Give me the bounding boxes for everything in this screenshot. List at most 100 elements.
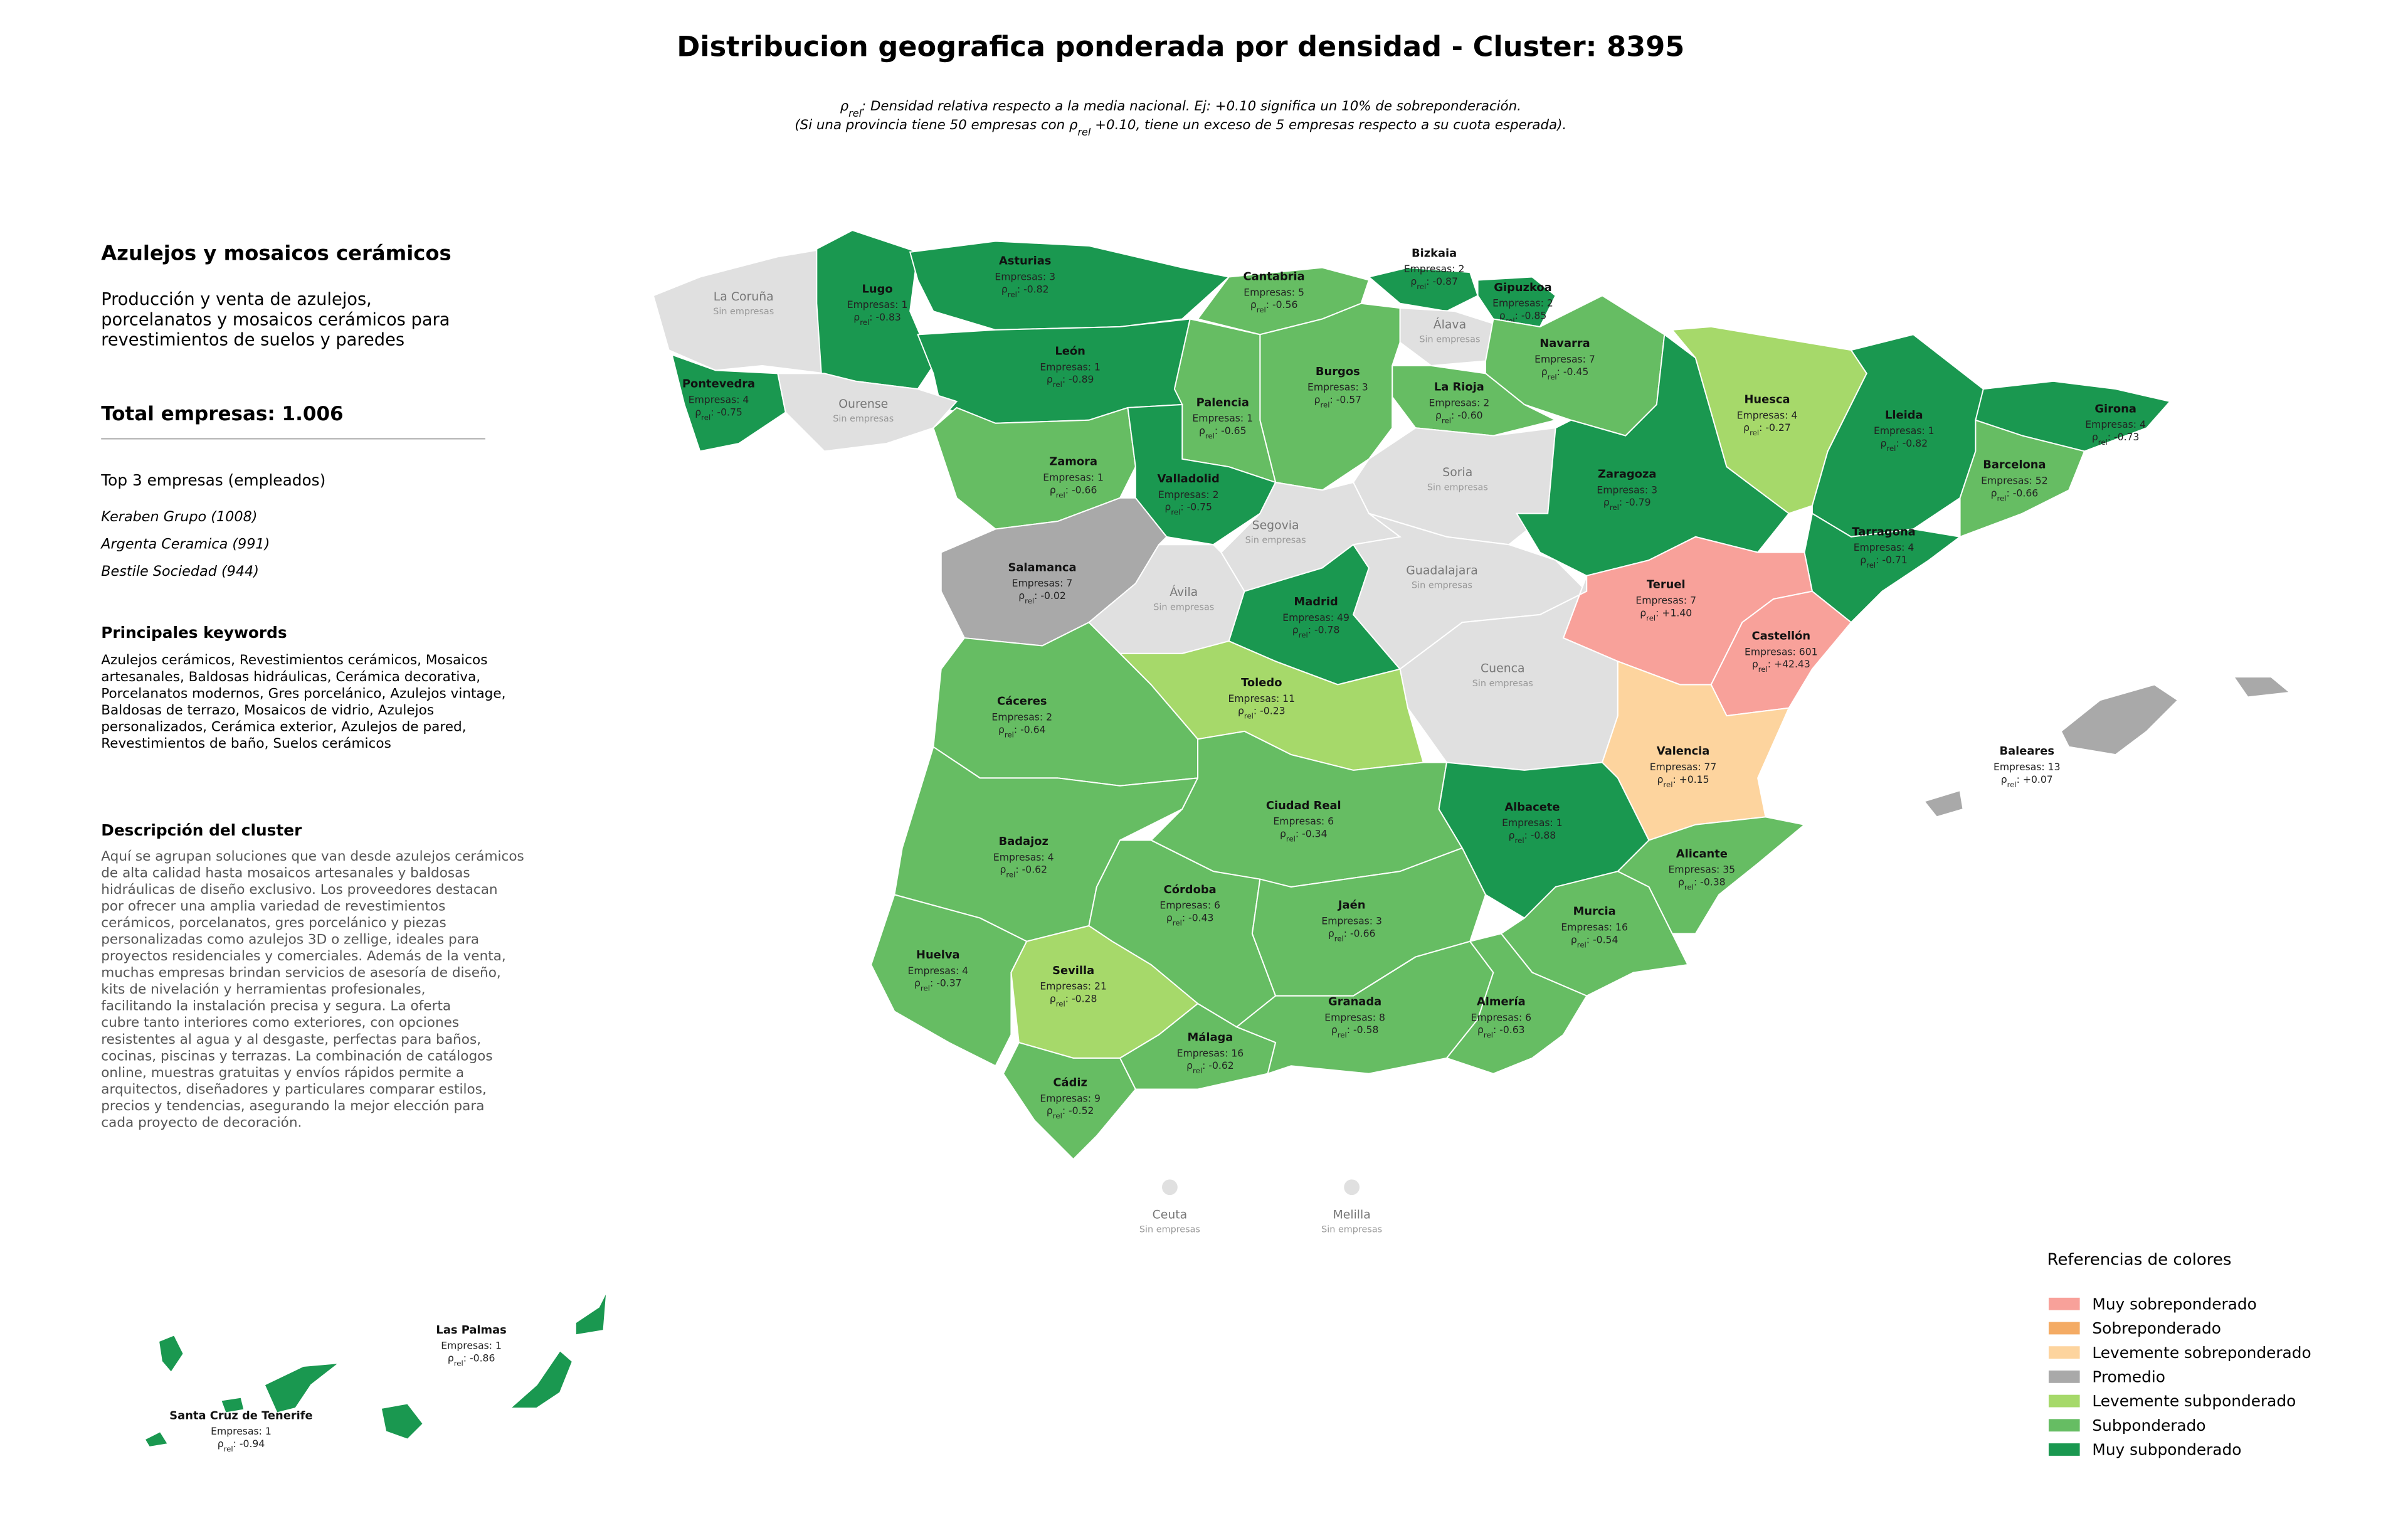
province-rho: ρrel: -0.37: [914, 978, 962, 993]
province-name: Málaga: [1188, 1031, 1233, 1044]
text-segment: : Densidad relativa respecto a la media …: [862, 98, 1521, 114]
province-rho: ρrel: -0.75: [695, 406, 742, 422]
description-line: proyectos residenciales y comerciales. A…: [101, 948, 506, 964]
province-count: Empresas: 3: [1307, 382, 1368, 393]
rho-value: -0.54: [1593, 934, 1618, 945]
province-count: Empresas: 3: [995, 272, 1055, 283]
text-segment: ρ: [1166, 913, 1173, 924]
count-value: 52: [2036, 475, 2048, 486]
no-data-label: Sin empresas: [1139, 1225, 1200, 1235]
text-segment: rel: [1193, 1066, 1202, 1075]
no-data-label: Sin empresas: [1412, 581, 1472, 591]
province-count: Empresas: 8: [1324, 1012, 1385, 1023]
province-shape: [816, 230, 934, 390]
description-line: por ofrecer una amplia variedad de reves…: [101, 898, 445, 914]
count-value: 8: [1379, 1012, 1385, 1023]
count-label: Empresas:: [1597, 484, 1648, 496]
province-count: Empresas: 2: [1404, 263, 1465, 275]
text-segment: ρ: [695, 406, 701, 418]
text-segment: :: [1347, 1024, 1350, 1036]
province-count: Empresas: 16: [1561, 921, 1628, 933]
province-shape: [2232, 676, 2291, 698]
text-segment: ρ: [1499, 310, 1506, 322]
count-value: 5: [1298, 287, 1304, 298]
count-value: 2: [1547, 298, 1553, 309]
text-segment: ρ: [1314, 394, 1321, 405]
text-segment: :: [1296, 829, 1299, 840]
province-count: Empresas: 35: [1669, 864, 1736, 876]
rho-value: -0.37: [936, 978, 961, 989]
province-count: Empresas: 2: [1492, 298, 1553, 309]
province-rho: ρrel: -0.52: [1047, 1105, 1094, 1120]
text-segment: rel: [1334, 934, 1344, 943]
province-rho: ρrel: -0.62: [1186, 1060, 1234, 1075]
count-label: Empresas:: [441, 1340, 492, 1352]
text-segment: rel: [1548, 373, 1557, 381]
text-segment: :: [1656, 607, 1659, 618]
province-name: Segovia: [1252, 519, 1299, 532]
province-rho: ρrel: -0.28: [1050, 994, 1097, 1009]
rho-value: -0.66: [1072, 484, 1097, 496]
text-segment: rel: [1056, 1000, 1065, 1009]
rho-value: -0.75: [717, 406, 742, 418]
text-segment: ρ: [853, 312, 860, 323]
rho-value: -0.66: [1350, 928, 1375, 939]
text-segment: :: [1308, 625, 1311, 636]
rho-value: -0.94: [240, 1438, 265, 1450]
province-count: Empresas: 4: [1854, 542, 1914, 553]
territory-marker: [1162, 1179, 1178, 1196]
province-shape: [1959, 419, 2086, 538]
province-count: Empresas: 1: [1040, 361, 1101, 373]
text-segment: rel: [2098, 438, 2108, 447]
province-name: Santa Cruz de Tenerife: [169, 1409, 312, 1422]
text-segment: rel: [1205, 432, 1215, 440]
subtitle-line: ρrel: Densidad relativa respecto a la me…: [840, 98, 1521, 119]
rho-value: -0.65: [1221, 425, 1246, 437]
province-name: Sevilla: [1052, 964, 1094, 977]
text-segment: :: [1266, 299, 1269, 310]
count-label: Empresas:: [211, 1426, 262, 1437]
rho-value: -0.78: [1314, 625, 1339, 636]
text-segment: rel: [1008, 290, 1017, 299]
text-segment: :: [1768, 659, 1771, 670]
count-value: 6: [1525, 1012, 1531, 1023]
province-name: Ávila: [1170, 585, 1198, 599]
province-name: Badajoz: [999, 835, 1048, 848]
count-label: Empresas:: [1012, 578, 1064, 589]
text-segment: ρ: [1752, 659, 1758, 670]
text-segment: rel: [1056, 491, 1065, 499]
count-value: 1: [1556, 817, 1563, 829]
keywords-line: Revestimientos de baño, Suelos cerámicos: [101, 736, 391, 751]
text-segment: ρ: [1280, 829, 1286, 840]
description-line: facilitando la instalación precisa y seg…: [101, 999, 451, 1014]
text-segment: :: [1065, 994, 1069, 1005]
province-rho: ρrel: -0.78: [1292, 625, 1340, 640]
text-segment: :: [1896, 438, 1899, 449]
province-name: Granada: [1328, 995, 1381, 1008]
province-count: Empresas: 4: [2085, 419, 2146, 430]
title: Distribucion geografica ponderada por de…: [677, 30, 1684, 63]
count-label: Empresas:: [1324, 1012, 1376, 1023]
province-rho: ρrel: -0.88: [1509, 830, 1556, 845]
count-value: 1: [495, 1340, 502, 1352]
keywords-line: Porcelanatos modernos, Gres porcelánico,…: [101, 686, 505, 701]
legend-label: Sobreponderado: [2092, 1319, 2221, 1337]
subtitle-line: (Si una provincia tiene 50 empresas con …: [795, 117, 1566, 138]
province-count: Empresas: 16: [1177, 1048, 1244, 1059]
province-name: Lugo: [862, 282, 892, 295]
count-label: Empresas:: [1502, 817, 1553, 829]
text-segment: rel: [1484, 1031, 1493, 1039]
province-name: Asturias: [999, 255, 1051, 268]
count-value: 1: [265, 1426, 272, 1437]
text-segment: rel: [848, 107, 862, 119]
province-count: Empresas: 52: [1981, 475, 2048, 486]
rho-value: -0.28: [1072, 994, 1097, 1005]
province-name: Zamora: [1049, 455, 1097, 469]
count-value: 13: [2048, 761, 2061, 773]
rho-value: -0.52: [1069, 1105, 1094, 1117]
province-count: Empresas: 2: [1158, 489, 1219, 501]
count-value: 4: [1048, 852, 1054, 863]
province-rho: ρrel: -0.45: [1541, 366, 1589, 381]
text-segment: ρ: [1678, 876, 1684, 888]
